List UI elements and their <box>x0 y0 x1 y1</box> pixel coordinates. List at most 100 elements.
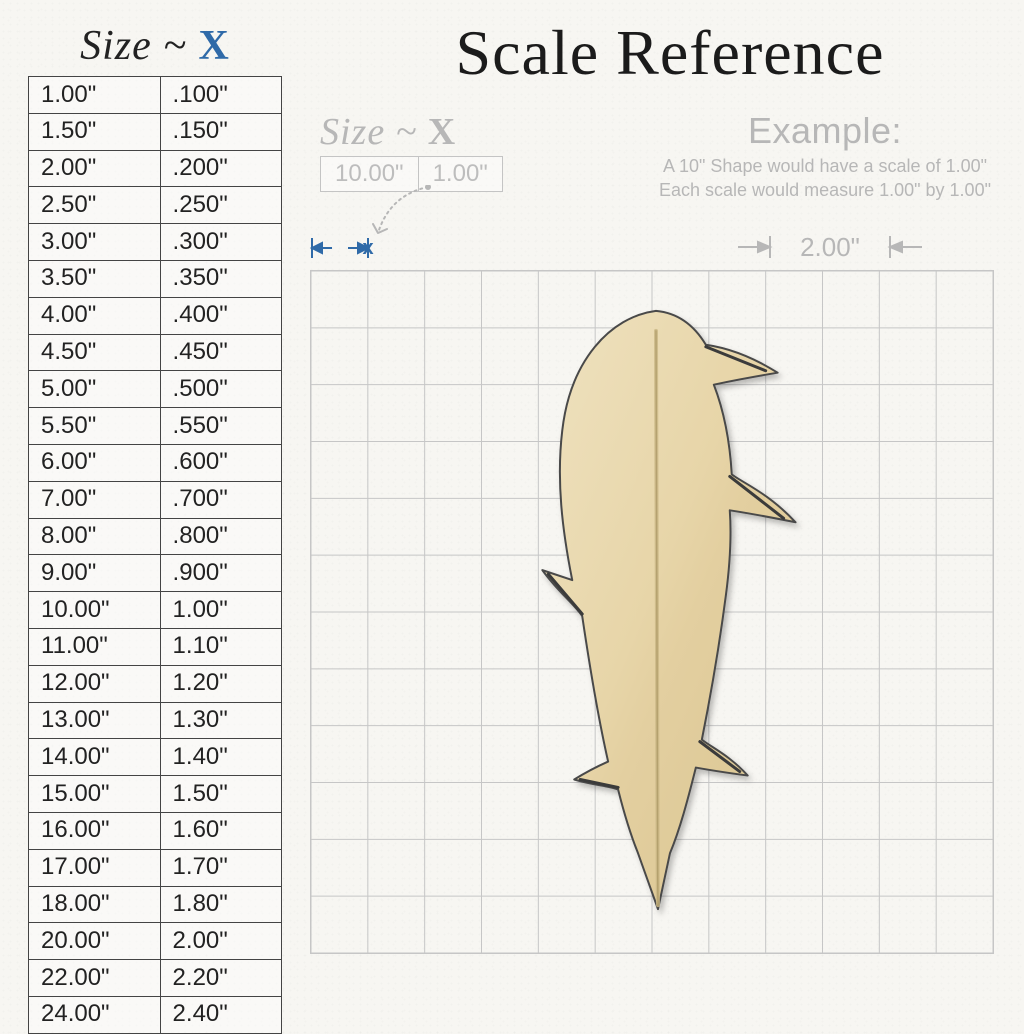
width-marker-label: 2.00" <box>730 232 930 262</box>
table-row: 5.00".500" <box>29 371 282 408</box>
size-cell: 9.00" <box>29 555 161 592</box>
example-line-1: A 10" Shape would have a scale of 1.00" <box>640 154 1010 178</box>
scale-cell: 1.20" <box>160 665 281 702</box>
table-row: 12.00"1.20" <box>29 665 282 702</box>
scale-cell: 1.30" <box>160 702 281 739</box>
table-row: 18.00"1.80" <box>29 886 282 923</box>
table-row: 15.00"1.50" <box>29 776 282 813</box>
table-row: 9.00".900" <box>29 555 282 592</box>
mini-cell-scale: 1.00" <box>418 157 502 192</box>
size-cell: 1.00" <box>29 77 161 114</box>
size-heading-symbol: X <box>199 23 230 69</box>
table-row: 8.00".800" <box>29 518 282 555</box>
example-line-2: Each scale would measure 1.00" by 1.00" <box>640 178 1010 202</box>
table-row: 24.00"2.40" <box>29 996 282 1033</box>
size-cell: 16.00" <box>29 812 161 849</box>
mini-heading-dash: ~ <box>396 111 418 153</box>
width-dimension-marker: 2.00" <box>730 232 930 262</box>
table-row: 3.00".300" <box>29 224 282 261</box>
table-row: 6.00".600" <box>29 444 282 481</box>
table-row: 13.00"1.30" <box>29 702 282 739</box>
example-lines: A 10" Shape would have a scale of 1.00" … <box>640 154 1010 203</box>
x-marker-label: x <box>308 232 428 264</box>
scale-cell: 2.00" <box>160 923 281 960</box>
size-cell: 10.00" <box>29 592 161 629</box>
size-cell: 4.00" <box>29 297 161 334</box>
table-row: 10.00"1.00" <box>29 592 282 629</box>
mini-heading-prefix: Size <box>320 111 385 153</box>
mini-size-table: 10.00" 1.00" <box>320 156 503 192</box>
size-cell: 2.00" <box>29 150 161 187</box>
mini-cell-size: 10.00" <box>321 157 419 192</box>
size-cell: 24.00" <box>29 996 161 1033</box>
table-row: 11.00"1.10" <box>29 628 282 665</box>
table-row: 16.00"1.60" <box>29 812 282 849</box>
size-cell: 6.00" <box>29 444 161 481</box>
example-block: Example: A 10" Shape would have a scale … <box>640 110 1010 203</box>
x-dimension-marker: x <box>308 232 428 264</box>
scale-cell: 1.40" <box>160 739 281 776</box>
scale-cell: 2.20" <box>160 960 281 997</box>
size-column: Size ~ X 1.00".100"1.50".150"2.00".200"2… <box>28 22 282 1034</box>
size-cell: 11.00" <box>29 628 161 665</box>
mini-size-heading: Size ~ X <box>320 110 503 154</box>
size-cell: 13.00" <box>29 702 161 739</box>
table-row: 7.00".700" <box>29 481 282 518</box>
table-row: 2.00".200" <box>29 150 282 187</box>
scale-cell: .800" <box>160 518 281 555</box>
example-title: Example: <box>640 110 1010 152</box>
scale-cell: .700" <box>160 481 281 518</box>
scale-grid <box>310 270 994 954</box>
scale-cell: 1.60" <box>160 812 281 849</box>
scale-cell: .400" <box>160 297 281 334</box>
page-title: Scale Reference <box>340 16 1000 90</box>
size-cell: 22.00" <box>29 960 161 997</box>
scale-cell: .200" <box>160 150 281 187</box>
scale-cell: .250" <box>160 187 281 224</box>
size-cell: 15.00" <box>29 776 161 813</box>
size-cell: 18.00" <box>29 886 161 923</box>
table-row: 3.50".350" <box>29 260 282 297</box>
table-row: 1.50".150" <box>29 113 282 150</box>
scale-cell: 1.50" <box>160 776 281 813</box>
scale-cell: 1.70" <box>160 849 281 886</box>
scale-cell: .100" <box>160 77 281 114</box>
size-cell: 4.50" <box>29 334 161 371</box>
size-cell: 7.00" <box>29 481 161 518</box>
scale-cell: .600" <box>160 444 281 481</box>
table-row: 17.00"1.70" <box>29 849 282 886</box>
size-cell: 5.00" <box>29 371 161 408</box>
scale-cell: .350" <box>160 260 281 297</box>
table-row: 22.00"2.20" <box>29 960 282 997</box>
mini-heading-symbol: X <box>428 111 456 153</box>
size-cell: 17.00" <box>29 849 161 886</box>
table-row: 10.00" 1.00" <box>321 157 503 192</box>
table-row: 4.00".400" <box>29 297 282 334</box>
table-row: 2.50".250" <box>29 187 282 224</box>
scale-cell: 1.10" <box>160 628 281 665</box>
table-row: 20.00"2.00" <box>29 923 282 960</box>
table-row: 1.00".100" <box>29 77 282 114</box>
size-cell: 2.50" <box>29 187 161 224</box>
scale-cell: .150" <box>160 113 281 150</box>
scale-cell: .550" <box>160 408 281 445</box>
table-row: 14.00"1.40" <box>29 739 282 776</box>
scale-cell: .300" <box>160 224 281 261</box>
size-cell: 5.50" <box>29 408 161 445</box>
mini-size-block: Size ~ X 10.00" 1.00" <box>320 110 503 192</box>
size-table: 1.00".100"1.50".150"2.00".200"2.50".250"… <box>28 76 282 1034</box>
scale-cell: .900" <box>160 555 281 592</box>
size-cell: 1.50" <box>29 113 161 150</box>
scale-cell: .450" <box>160 334 281 371</box>
scale-cell: .500" <box>160 371 281 408</box>
size-cell: 3.00" <box>29 224 161 261</box>
size-heading: Size ~ X <box>28 22 282 70</box>
size-cell: 8.00" <box>29 518 161 555</box>
size-cell: 14.00" <box>29 739 161 776</box>
size-cell: 12.00" <box>29 665 161 702</box>
table-row: 5.50".550" <box>29 408 282 445</box>
scale-cell: 1.00" <box>160 592 281 629</box>
size-cell: 20.00" <box>29 923 161 960</box>
size-heading-prefix: Size <box>80 23 152 69</box>
grid-lines <box>311 271 993 953</box>
